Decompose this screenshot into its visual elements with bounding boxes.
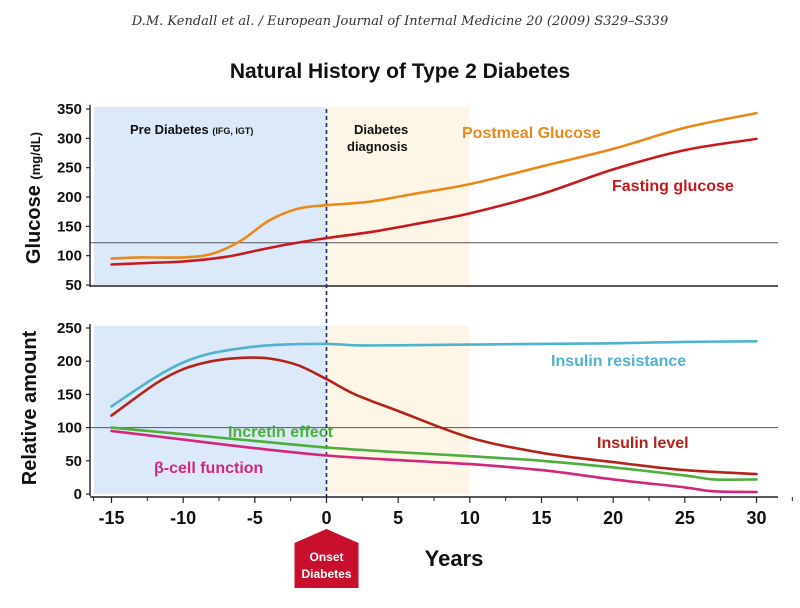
fasting-glucose-label: Fasting glucose	[612, 178, 734, 195]
x-tick-label: -10	[170, 508, 196, 528]
relative-y-axis-label: Relative amount	[19, 330, 41, 485]
series-line-beta-cell	[110, 429, 758, 494]
relative-y-tick-label: 100	[57, 420, 82, 437]
postmeal-glucose-label: Postmeal Glucose	[462, 125, 601, 142]
glucose-y-axis-title: Glucose	[23, 180, 45, 264]
journal-header: D.M. Kendall et al. / European Journal o…	[131, 14, 669, 29]
x-tick-label: 30	[746, 508, 766, 528]
pre-diabetes-sublabel: (IFG, IGT)	[212, 126, 253, 136]
x-tick-label: 15	[531, 508, 551, 528]
relative-y-tick-label: 150	[57, 386, 82, 403]
x-tick-label: 10	[460, 508, 480, 528]
insulin-resistance-label: Insulin resistance	[551, 353, 686, 370]
relative-y-tick-label: 0	[74, 486, 82, 503]
x-tick-label: -15	[98, 508, 124, 528]
x-tick-label: 5	[393, 508, 403, 528]
relative-y-tick-label: 200	[57, 353, 82, 370]
glucose-y-tick-label: 250	[57, 160, 82, 177]
glucose-y-tick-label: 50	[65, 277, 82, 294]
x-tick-label: 25	[675, 508, 695, 528]
diagnosis-label-line1: Diabetes	[354, 122, 408, 137]
glucose-y-tick-label: 200	[57, 189, 82, 206]
series-line-postmeal	[110, 111, 758, 260]
series-layer	[110, 111, 758, 494]
glucose-y-tick-label: 350	[57, 101, 82, 118]
beta-cell-function-label: β-cell function	[154, 460, 263, 477]
x-tick-label: -5	[247, 508, 263, 528]
x-tick-label: 20	[603, 508, 623, 528]
x-axis-label: Years	[425, 546, 484, 571]
incretin-effect-label: Incretin effect	[228, 424, 334, 441]
glucose-y-axis-label: Glucose (mg/dL)	[23, 132, 45, 264]
relative-y-tick-label: 250	[57, 320, 82, 337]
glucose-y-tick-label: 150	[57, 218, 82, 235]
series-line-incretin	[110, 426, 758, 482]
insulin-level-label: Insulin level	[597, 435, 689, 452]
x-tick-label: 0	[321, 508, 331, 528]
glucose-y-axis-unit: (mg/dL)	[28, 132, 43, 180]
pre-diabetes-label: Pre Diabetes (IFG, IGT)	[130, 122, 253, 137]
onset-marker-shape	[294, 529, 359, 588]
glucose-y-tick-label: 100	[57, 248, 82, 265]
series-line-insulin-resistance	[110, 340, 758, 408]
chart-title: Natural History of Type 2 Diabetes	[229, 60, 571, 83]
pre-diabetes-title: Pre Diabetes	[130, 122, 212, 137]
relative-y-tick-label: 50	[65, 453, 82, 470]
series-line-insulin-level	[110, 356, 758, 476]
onset-marker-line1: Onset	[309, 550, 343, 564]
glucose-y-tick-label: 300	[57, 130, 82, 147]
onset-marker-line2: Diabetes	[301, 567, 351, 581]
diagnosis-label-line2: diagnosis	[347, 139, 408, 154]
axes-layer	[86, 105, 793, 588]
grid-layer	[90, 242, 778, 429]
series-line-fasting	[110, 137, 758, 266]
